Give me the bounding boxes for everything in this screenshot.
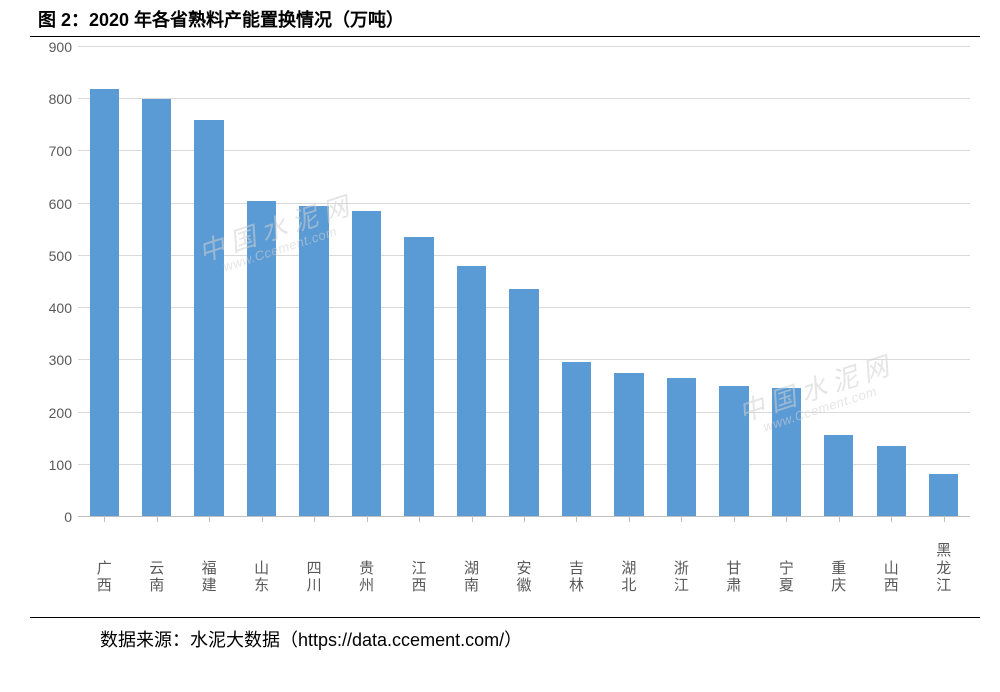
bar-slot: 甘肃 <box>708 47 760 516</box>
x-tick-label: 黑龙江 <box>935 542 953 594</box>
x-tick-label: 云南 <box>148 560 166 595</box>
bar <box>299 206 328 516</box>
x-tick-mark <box>419 516 420 522</box>
bar-slot: 云南 <box>130 47 182 516</box>
bar-slot: 福建 <box>183 47 235 516</box>
y-tick-label: 800 <box>49 91 72 107</box>
figure-container: 图 2：2020 年各省熟料产能置换情况（万吨） 0 100 200 300 400 50… <box>0 0 1000 692</box>
bar-slot: 吉林 <box>550 47 602 516</box>
x-tick-mark <box>314 516 315 522</box>
x-tick-label: 贵州 <box>358 560 376 595</box>
x-tick-mark <box>524 516 525 522</box>
y-tick-label: 700 <box>49 143 72 159</box>
x-tick-label: 重庆 <box>830 560 848 595</box>
bar <box>614 373 643 516</box>
x-tick-label: 安徽 <box>515 560 533 595</box>
bar <box>352 211 381 516</box>
x-tick-label: 福建 <box>200 560 218 595</box>
x-tick-mark <box>629 516 630 522</box>
bar <box>194 120 223 516</box>
x-tick-label: 四川 <box>305 560 323 595</box>
x-tick-mark <box>576 516 577 522</box>
x-tick-mark <box>157 516 158 522</box>
plot-region: 广西云南福建山东四川贵州江西湖南安徽吉林湖北浙江甘肃宁夏重庆山西黑龙江 中 国 … <box>78 47 980 597</box>
x-tick-mark <box>944 516 945 522</box>
x-tick-mark <box>839 516 840 522</box>
x-tick-mark <box>262 516 263 522</box>
x-tick-label: 浙江 <box>672 560 690 595</box>
bar-slot: 黑龙江 <box>918 47 970 516</box>
x-tick-mark <box>209 516 210 522</box>
bar-slot: 宁夏 <box>760 47 812 516</box>
data-source: 数据来源：水泥大数据（https://data.ccement.com/） <box>30 618 980 652</box>
bars: 广西云南福建山东四川贵州江西湖南安徽吉林湖北浙江甘肃宁夏重庆山西黑龙江 <box>78 47 970 517</box>
bar <box>90 89 119 516</box>
y-tick-label: 900 <box>49 39 72 55</box>
bar-slot: 湖南 <box>445 47 497 516</box>
bar-slot: 山东 <box>235 47 287 516</box>
bar-slot: 四川 <box>288 47 340 516</box>
bar <box>719 386 748 516</box>
bar-slot: 广西 <box>78 47 130 516</box>
bar <box>247 201 276 516</box>
bar <box>509 289 538 516</box>
x-tick-label: 广西 <box>95 560 113 595</box>
bar <box>142 99 171 516</box>
chart-area: 0100200300400500600700800900 广西云南福建山东四川贵… <box>30 37 980 597</box>
bar <box>562 362 591 516</box>
x-tick-label: 吉林 <box>567 560 585 595</box>
bar-slot: 重庆 <box>813 47 865 516</box>
bar <box>457 266 486 516</box>
figure-title: 图 2：2020 年各省熟料产能置换情况（万吨） <box>30 0 980 37</box>
bar <box>877 446 906 516</box>
x-tick-mark <box>104 516 105 522</box>
y-tick-label: 300 <box>49 352 72 368</box>
y-tick-label: 200 <box>49 405 72 421</box>
x-tick-label: 甘肃 <box>725 560 743 595</box>
x-tick-label: 湖南 <box>463 560 481 595</box>
x-tick-label: 宁夏 <box>777 560 795 595</box>
x-tick-mark <box>734 516 735 522</box>
bar <box>824 435 853 516</box>
bar-slot: 安徽 <box>498 47 550 516</box>
x-tick-mark <box>367 516 368 522</box>
x-tick-label: 山东 <box>253 560 271 595</box>
bar-slot: 湖北 <box>603 47 655 516</box>
y-tick-label: 100 <box>49 457 72 473</box>
bar <box>404 237 433 516</box>
y-axis: 0 100 200 300 400 500 600 700 800 900 <box>30 37 78 597</box>
bar <box>667 378 696 516</box>
bar-slot: 江西 <box>393 47 445 516</box>
y-tick-label: 0 <box>64 509 72 525</box>
y-tick-label: 400 <box>49 300 72 316</box>
x-tick-mark <box>786 516 787 522</box>
x-tick-mark <box>891 516 892 522</box>
bar-slot: 山西 <box>865 47 917 516</box>
x-tick-mark <box>472 516 473 522</box>
y-tick-label: 600 <box>49 196 72 212</box>
y-tick-label: 500 <box>49 248 72 264</box>
bar <box>772 388 801 516</box>
bar-slot: 浙江 <box>655 47 707 516</box>
x-tick-label: 山西 <box>882 560 900 595</box>
bar-slot: 贵州 <box>340 47 392 516</box>
x-tick-label: 江西 <box>410 560 428 595</box>
bar <box>929 474 958 516</box>
x-tick-label: 湖北 <box>620 560 638 595</box>
x-tick-mark <box>681 516 682 522</box>
